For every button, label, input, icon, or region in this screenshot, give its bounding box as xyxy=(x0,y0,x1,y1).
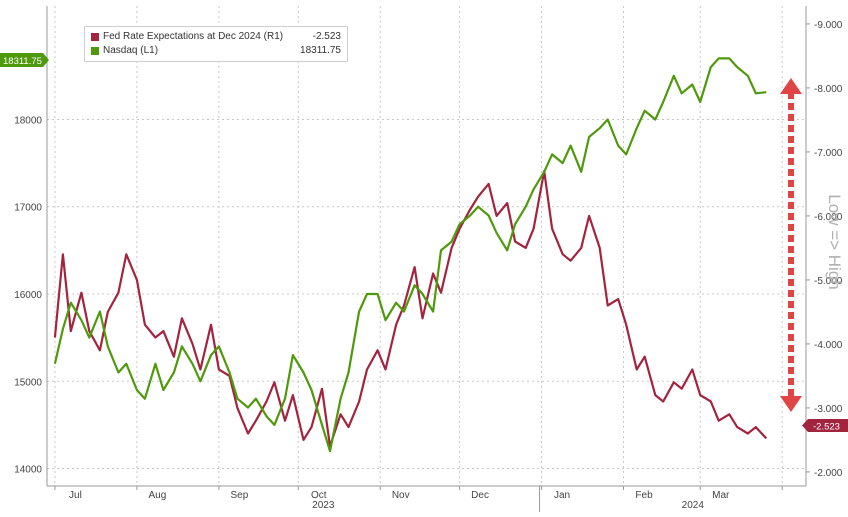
nasdaq-badge-label: 18311.75 xyxy=(3,56,42,67)
fed-badge-shape xyxy=(802,419,848,432)
year-label-2023: 2023 xyxy=(312,500,335,511)
x-tick-label: Aug xyxy=(149,490,167,501)
right-tick-label: -4.000 xyxy=(814,340,843,351)
legend: Fed Rate Expectations at Dec 2024 (R1) -… xyxy=(84,26,348,62)
x-tick-label: Feb xyxy=(635,490,653,501)
right-tick-label: -5.000 xyxy=(814,276,843,287)
x-tick-label: Jul xyxy=(69,490,82,501)
right-tick-label: -9.000 xyxy=(814,20,843,31)
right-axis: -2.000 -3.000 -4.000 -5.000 -6.000 -7.000 -8.0… xyxy=(805,6,843,486)
series-line-nasdaq xyxy=(53,57,767,453)
left-tick-label: 17000 xyxy=(14,203,42,214)
legend-label-fed: Fed Rate Expectations at Dec 2024 (R1) xyxy=(103,31,284,42)
left-tick-label: 14000 xyxy=(14,465,42,476)
x-tick-label: Mar xyxy=(712,490,730,501)
grid xyxy=(47,6,806,486)
legend-label-nasdaq: Nasdaq (L1) xyxy=(103,45,159,56)
x-tick-label: Dec xyxy=(471,490,489,501)
left-axis: 14000 15000 16000 17000 18000 xyxy=(14,6,48,486)
range-arrow xyxy=(780,78,802,412)
right-tick-label: -3.000 xyxy=(814,404,843,415)
x-tick-label: Jan xyxy=(554,490,570,501)
nasdaq-badge-shape xyxy=(0,53,49,67)
right-tick-label: -7.000 xyxy=(814,148,843,159)
left-tick-label: 18000 xyxy=(14,115,42,126)
fed-last-badge: -2.523 xyxy=(802,419,848,433)
legend-swatch-nasdaq xyxy=(91,47,99,55)
right-tick-label: -2.000 xyxy=(814,468,843,479)
range-arrow-head-up xyxy=(780,78,802,94)
left-tick-label: 16000 xyxy=(14,290,42,301)
right-tick-label: -6.000 xyxy=(814,212,843,223)
legend-value-fed: -2.523 xyxy=(312,31,341,42)
nasdaq-last-badge: 18311.75 xyxy=(0,53,49,67)
legend-item-nasdaq: Nasdaq (L1) 18311.75 xyxy=(91,44,341,58)
series-line-fed-rate-expectations xyxy=(53,170,768,448)
x-tick-label: Nov xyxy=(392,490,410,501)
year-label-2024: 2024 xyxy=(682,500,705,511)
legend-item-fed: Fed Rate Expectations at Dec 2024 (R1) -… xyxy=(91,30,341,44)
fed-badge-label: -2.523 xyxy=(813,422,840,433)
x-axis: Jul Aug Sep Oct Nov Dec Jan Feb Mar 2023 2024 xyxy=(47,485,806,512)
x-tick-label: Oct xyxy=(311,490,327,501)
range-arrow-head-down xyxy=(780,396,802,412)
left-tick-label: 15000 xyxy=(14,377,42,388)
x-tick-label: Sep xyxy=(231,490,249,501)
series-layer xyxy=(53,57,768,453)
legend-swatch-fed xyxy=(91,33,99,41)
right-tick-label: -8.000 xyxy=(814,84,843,95)
legend-value-nasdaq: 18311.75 xyxy=(300,45,341,56)
annotation-low-high: Low => High xyxy=(825,194,844,289)
